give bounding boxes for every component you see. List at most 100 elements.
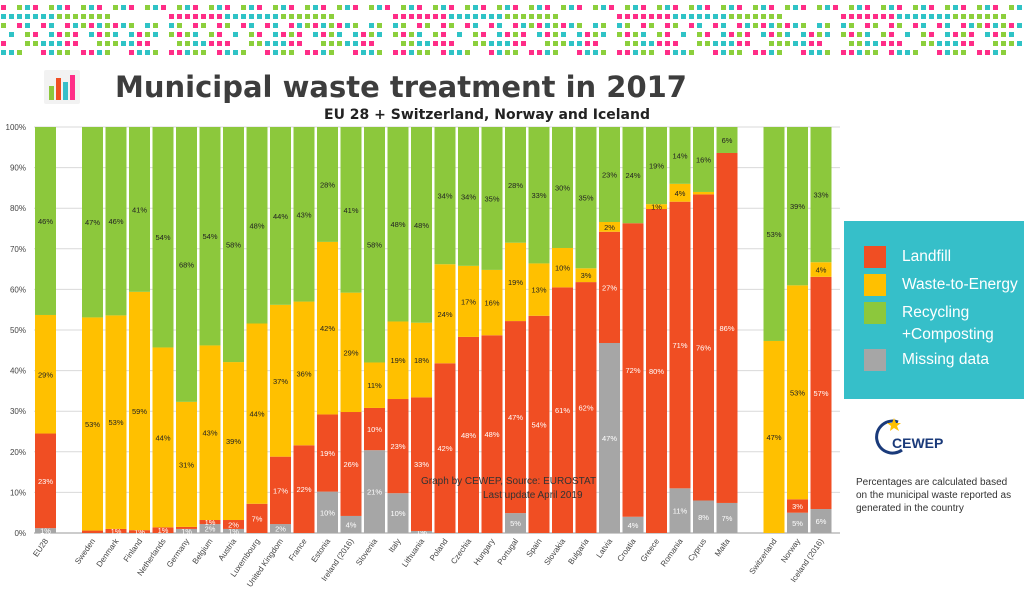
data-label: 33%	[414, 460, 429, 469]
decorative-dot	[105, 14, 110, 19]
decorative-dot	[969, 32, 974, 37]
decorative-dot	[113, 32, 118, 37]
decorative-dot	[273, 23, 278, 28]
bar-segment-landfill	[481, 335, 503, 533]
decorative-dot	[777, 50, 782, 55]
bar-segment-waste-to-energy	[787, 285, 808, 500]
decorative-dot	[889, 32, 894, 37]
decorative-dot	[785, 41, 790, 46]
decorative-dot	[41, 50, 46, 55]
decorative-dot	[113, 23, 118, 28]
decorative-dot	[1017, 5, 1022, 10]
bar-segment-missing-data	[693, 500, 714, 533]
decorative-dot	[193, 23, 198, 28]
bar-segment-landfill	[246, 503, 268, 533]
x-tick-label: Norway	[779, 537, 802, 564]
decorative-dot	[65, 32, 70, 37]
decorative-dot	[841, 32, 846, 37]
decorative-dot	[753, 14, 758, 19]
decorative-dot	[705, 5, 710, 10]
decorative-dot	[417, 32, 422, 37]
x-tick-label: Bulgaria	[566, 537, 591, 567]
decorative-dot	[889, 23, 894, 28]
decorative-dot	[513, 14, 518, 19]
decorative-dot	[849, 14, 854, 19]
bar-segment-recycling	[599, 127, 620, 223]
decorative-dot	[401, 5, 406, 10]
decorative-dot	[769, 50, 774, 55]
bar-segment-waste-to-energy	[481, 269, 503, 336]
bar-stack: 1% 33% 18% 48%	[411, 127, 432, 537]
decorative-dot	[513, 5, 518, 10]
decorative-dot	[289, 5, 294, 10]
decorative-dot	[217, 41, 222, 46]
decorative-dot	[737, 41, 742, 46]
decorative-dot	[241, 14, 246, 19]
decorative-dot	[65, 41, 70, 46]
data-label: 6%	[816, 517, 827, 526]
decorative-dot	[65, 23, 70, 28]
decorative-dot	[633, 50, 638, 55]
decorative-dot	[641, 41, 646, 46]
decorative-dot	[329, 32, 334, 37]
decorative-dot	[81, 5, 86, 10]
decorative-dot	[841, 50, 846, 55]
decorative-dot	[1001, 32, 1006, 37]
data-label: 14%	[672, 151, 687, 160]
decorative-dot	[49, 32, 54, 37]
cewep-logo-text: CEWEP	[892, 435, 943, 451]
data-label: 4%	[628, 521, 639, 530]
decorative-dot	[97, 41, 102, 46]
decorative-dot	[673, 23, 678, 28]
bar-segment-landfill	[317, 414, 338, 492]
decorative-dot	[337, 5, 342, 10]
data-label: 10%	[555, 264, 570, 273]
decorative-dot	[537, 32, 542, 37]
decorative-dot	[961, 5, 966, 10]
bar-segment-waste-to-energy	[458, 265, 479, 337]
decorative-dot	[145, 32, 150, 37]
decorative-dot	[945, 41, 950, 46]
decorative-dot	[129, 5, 134, 10]
y-axis: 0% 10% 20% 30% 40% 50% 60% 70% 80% 90% 100%	[6, 123, 26, 538]
decorative-dot	[833, 5, 838, 10]
decorative-dot	[465, 14, 470, 19]
decorative-dot	[809, 32, 814, 37]
decorative-dot	[849, 5, 854, 10]
decorative-dot	[1, 50, 6, 55]
decorative-dot	[897, 41, 902, 46]
x-tick-label: Denmark	[95, 536, 122, 569]
decorative-dot	[489, 41, 494, 46]
decorative-dot	[289, 41, 294, 46]
decorative-dot	[153, 5, 158, 10]
bar-stack: 1% 44% 54%	[152, 127, 174, 535]
data-label: 48%	[461, 431, 476, 440]
data-label: 16%	[484, 299, 499, 308]
decorative-dot	[409, 32, 414, 37]
bar-segment-recycling	[787, 127, 808, 286]
decorative-dot	[729, 32, 734, 37]
decorative-dot	[641, 14, 646, 19]
bar-segment-recycling	[129, 127, 150, 292]
decorative-dot	[545, 41, 550, 46]
decorative-dot	[593, 32, 598, 37]
bar-segment-landfill	[599, 231, 620, 343]
decorative-dot	[145, 41, 150, 46]
decorative-dot	[505, 41, 510, 46]
decorative-dot	[433, 5, 438, 10]
decorative-dot	[209, 41, 214, 46]
bar-stack: 1% 53% 46%	[105, 127, 127, 536]
decorative-dot	[265, 41, 270, 46]
decorative-dot	[937, 14, 942, 19]
decorative-dot	[737, 32, 742, 37]
decorative-dot	[81, 50, 86, 55]
bar-segment-landfill	[199, 520, 221, 525]
data-label: 61%	[555, 406, 570, 415]
decorative-dot	[73, 23, 78, 28]
legend-swatch-waste-to-energy	[864, 274, 886, 296]
x-tick-label: Belgium	[191, 537, 215, 566]
decorative-dot	[377, 50, 382, 55]
data-label: 23%	[602, 171, 617, 180]
data-label: 33%	[531, 191, 546, 200]
decorative-dot	[369, 50, 374, 55]
